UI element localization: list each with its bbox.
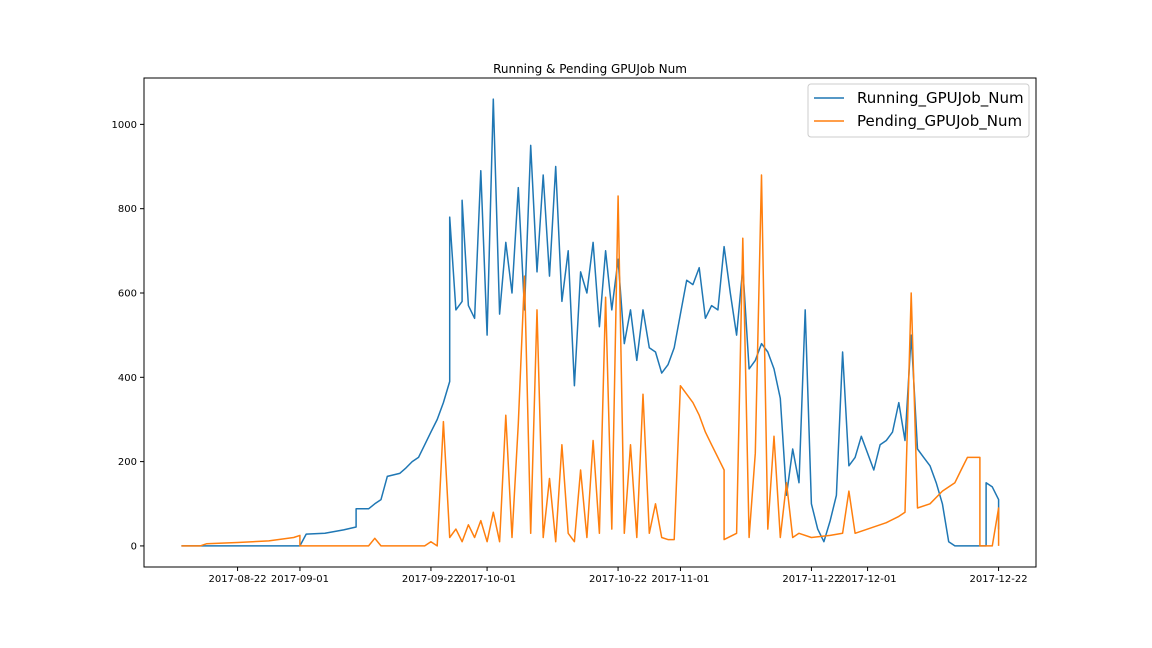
y-axis: 0 200 400 600 800 1000	[112, 120, 144, 552]
legend-label: Pending_GPUJob_Num	[857, 112, 1022, 131]
y-tick-label: 1000	[112, 120, 137, 131]
x-tick-label: 2017-10-01	[458, 574, 516, 585]
x-tick-label: 2017-12-22	[970, 574, 1028, 585]
x-tick-label: 2017-11-01	[651, 574, 709, 585]
y-tick-label: 0	[131, 541, 137, 552]
x-tick-label: 2017-09-01	[271, 574, 329, 585]
y-tick-label: 400	[118, 373, 137, 384]
x-tick-label: 2017-12-01	[839, 574, 897, 585]
x-axis: 2017-08-22 2017-09-01 2017-09-222017-10-01…	[209, 567, 1028, 585]
series-line-pending	[181, 174, 1000, 547]
x-tick-label: 2017-09-22	[402, 574, 460, 585]
plot-area-frame	[143, 77, 1037, 568]
y-tick-label: 600	[118, 288, 137, 299]
series-layer	[181, 98, 1000, 547]
legend-box	[807, 83, 1030, 138]
x-tick-label: 2017-08-22	[209, 574, 267, 585]
legend: Running_GPUJob_Num Pending_GPUJob_Num	[807, 83, 1030, 138]
x-tick-label: 2017-11-22	[782, 574, 840, 585]
legend-label: Running_GPUJob_Num	[857, 89, 1024, 108]
y-tick-label: 200	[118, 457, 137, 468]
x-tick-label: 2017-10-22	[589, 574, 647, 585]
chart-title: Running & Pending GPUJob Num	[493, 62, 687, 76]
series-line-running	[181, 98, 1000, 547]
y-tick-label: 800	[118, 204, 137, 215]
